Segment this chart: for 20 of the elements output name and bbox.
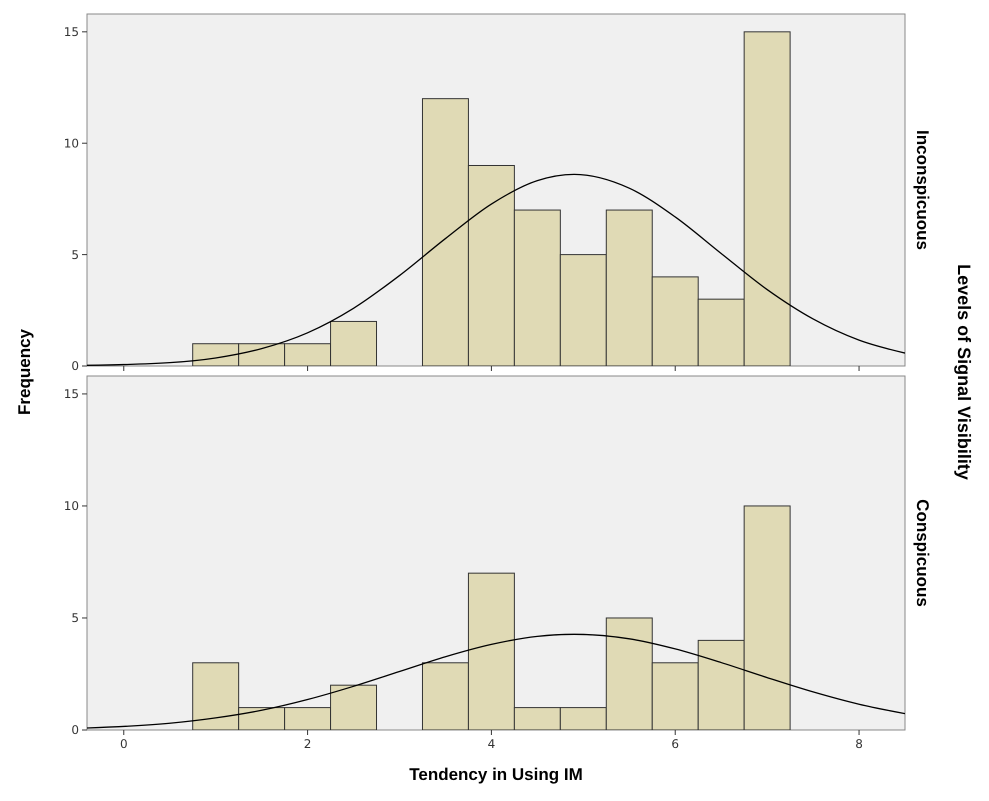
x-tick-label: 8	[855, 737, 863, 751]
y-tick-label: 0	[71, 723, 79, 738]
x-axis-title: Tendency in Using IM	[409, 765, 583, 784]
line-series	[87, 634, 905, 729]
x-tick-label: 0	[120, 737, 128, 751]
y-tick-label: 15	[64, 387, 79, 402]
x-tick-label: 2	[304, 737, 312, 751]
line-series	[87, 174, 905, 366]
y-tick-label: 15	[64, 25, 79, 40]
x-tick-label: 6	[671, 737, 680, 751]
text: Inconspicuous	[913, 130, 932, 250]
y2-axis-title: Levels of Signal Visibility	[954, 264, 974, 480]
y-axis-title: Frequency	[15, 328, 34, 415]
y-tick-label: 10	[64, 499, 79, 514]
y-tick-label: 10	[64, 136, 79, 150]
y-tick-label: 5	[71, 611, 79, 626]
y-tick-label: 0	[71, 359, 79, 374]
text: Conspicuous	[913, 499, 932, 607]
x-tick-label: 4	[488, 737, 496, 751]
y-tick-label: 5	[71, 248, 79, 262]
